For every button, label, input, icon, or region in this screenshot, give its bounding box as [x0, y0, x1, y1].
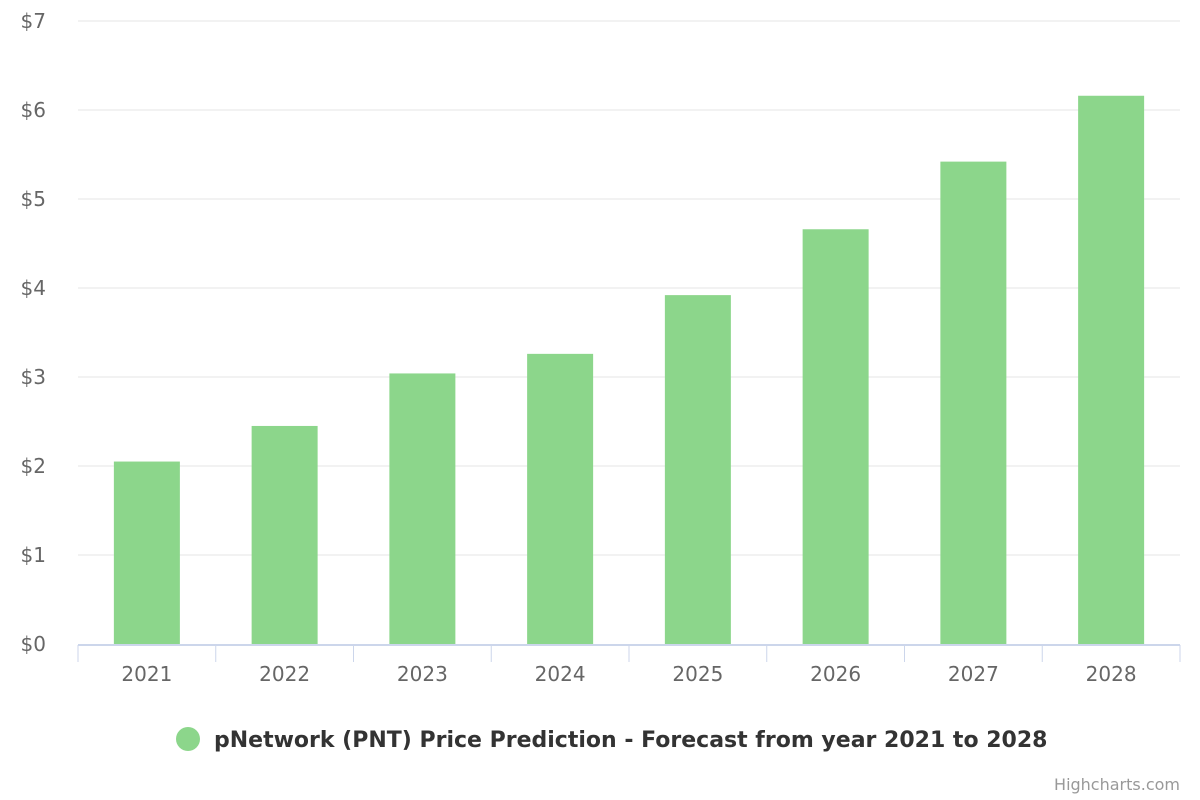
y-tick-label: $0: [21, 632, 46, 656]
y-tick-label: $3: [21, 365, 46, 389]
y-tick-label: $5: [21, 187, 46, 211]
y-tick-label: $2: [21, 454, 46, 478]
bar[interactable]: [389, 373, 456, 644]
legend-swatch-icon[interactable]: [176, 727, 200, 751]
y-tick-label: $1: [21, 543, 46, 567]
x-tick-label: 2027: [948, 662, 999, 686]
x-tick-label: 2025: [672, 662, 723, 686]
credits-link[interactable]: Highcharts.com: [1054, 775, 1180, 794]
x-tick-label: 2024: [535, 662, 586, 686]
y-tick-label: $4: [21, 276, 46, 300]
x-tick-label: 2021: [121, 662, 172, 686]
y-tick-label: $6: [21, 98, 46, 122]
bar[interactable]: [940, 161, 1007, 644]
bar[interactable]: [802, 229, 869, 644]
x-axis-labels: 2021 2022 2023 2024 2025 2026 2027 2028: [121, 662, 1136, 686]
bar[interactable]: [1078, 95, 1145, 644]
x-axis: [77, 644, 1181, 662]
bar[interactable]: [113, 461, 180, 644]
bar[interactable]: [664, 295, 731, 644]
bars: [113, 95, 1145, 644]
bar[interactable]: [251, 425, 318, 644]
x-tick-label: 2023: [397, 662, 448, 686]
x-tick-label: 2022: [259, 662, 310, 686]
grid-lines: [78, 20, 1180, 556]
x-tick-label: 2028: [1086, 662, 1137, 686]
legend-label[interactable]: pNetwork (PNT) Price Prediction - Foreca…: [214, 728, 1047, 753]
bar[interactable]: [527, 353, 594, 644]
x-tick-label: 2026: [810, 662, 861, 686]
y-tick-label: $7: [21, 9, 46, 33]
legend[interactable]: pNetwork (PNT) Price Prediction - Foreca…: [176, 727, 1047, 753]
y-axis-labels: $0 $1 $2 $3 $4 $5 $6 $7: [21, 9, 46, 656]
